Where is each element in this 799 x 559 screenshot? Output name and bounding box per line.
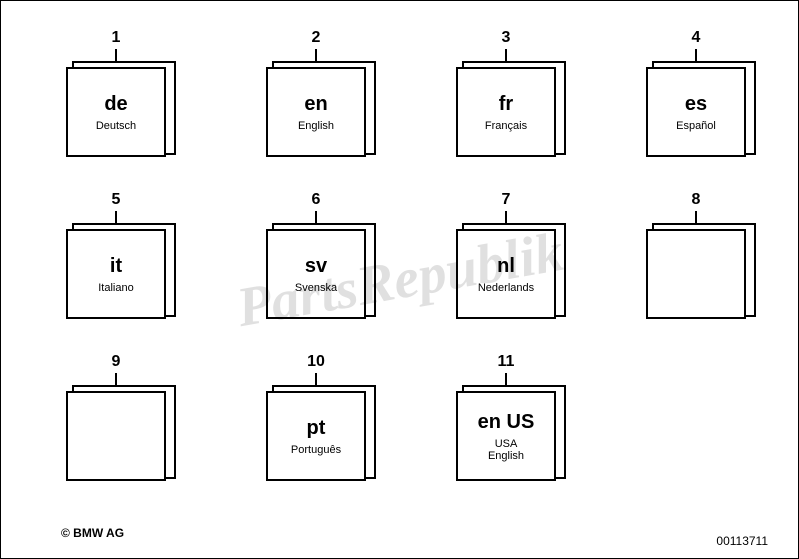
- book-front: sv Svenska: [266, 229, 366, 319]
- book-front: [66, 391, 166, 481]
- card-number: 8: [636, 191, 756, 209]
- language-card-7: 7 nl Nederlands: [446, 191, 566, 319]
- book-front: [646, 229, 746, 319]
- book-icon: es Español: [646, 67, 746, 157]
- book-front: es Español: [646, 67, 746, 157]
- language-name: Svenska: [295, 282, 337, 294]
- language-card-2: 2 en English: [256, 29, 376, 157]
- language-name: English: [298, 120, 334, 132]
- language-card-9: 9: [56, 353, 176, 481]
- language-code: de: [104, 93, 127, 116]
- book-icon: de Deutsch: [66, 67, 166, 157]
- language-name-2: English: [488, 450, 524, 462]
- book-icon: fr Français: [456, 67, 556, 157]
- card-number: 6: [256, 191, 376, 209]
- book-icon: it Italiano: [66, 229, 166, 319]
- book-icon: en English: [266, 67, 366, 157]
- card-number: 3: [446, 29, 566, 47]
- language-name: Español: [676, 120, 716, 132]
- card-number: 7: [446, 191, 566, 209]
- language-card-3: 3 fr Français: [446, 29, 566, 157]
- language-card-5: 5 it Italiano: [56, 191, 176, 319]
- document-number: 00113711: [716, 534, 768, 548]
- language-code: en: [304, 93, 327, 116]
- language-name: Deutsch: [96, 120, 136, 132]
- book-icon: en US USAEnglish: [456, 391, 556, 481]
- card-number: 11: [446, 353, 566, 371]
- language-name: Français: [485, 120, 527, 132]
- language-card-11: 11 en US USAEnglish: [446, 353, 566, 481]
- book-front: en English: [266, 67, 366, 157]
- book-icon: nl Nederlands: [456, 229, 556, 319]
- copyright-text: © BMW AG: [61, 526, 124, 540]
- card-number: 2: [256, 29, 376, 47]
- language-card-4: 4 es Español: [636, 29, 756, 157]
- card-number: 1: [56, 29, 176, 47]
- book-front: de Deutsch: [66, 67, 166, 157]
- book-icon: [646, 229, 746, 319]
- card-number: 4: [636, 29, 756, 47]
- language-name: USA: [495, 438, 518, 450]
- language-name: Nederlands: [478, 282, 534, 294]
- book-front: fr Français: [456, 67, 556, 157]
- book-front: pt Português: [266, 391, 366, 481]
- book-front: nl Nederlands: [456, 229, 556, 319]
- language-card-6: 6 sv Svenska: [256, 191, 376, 319]
- language-code: en US: [478, 411, 535, 434]
- diagram-grid: 1 de Deutsch 2 en English 3 fr Français 4 es Españo…: [1, 1, 798, 558]
- book-icon: pt Português: [266, 391, 366, 481]
- language-code: nl: [497, 255, 515, 278]
- language-code: es: [685, 93, 707, 116]
- card-number: 9: [56, 353, 176, 371]
- language-code: it: [110, 255, 122, 278]
- language-name: Italiano: [98, 282, 133, 294]
- book-front: it Italiano: [66, 229, 166, 319]
- book-front: en US USAEnglish: [456, 391, 556, 481]
- card-number: 10: [256, 353, 376, 371]
- book-icon: sv Svenska: [266, 229, 366, 319]
- language-code: fr: [499, 93, 513, 116]
- language-card-1: 1 de Deutsch: [56, 29, 176, 157]
- card-number: 5: [56, 191, 176, 209]
- language-card-8: 8: [636, 191, 756, 319]
- language-code: pt: [307, 417, 326, 440]
- book-icon: [66, 391, 166, 481]
- language-name: Português: [291, 444, 341, 456]
- language-card-10: 10 pt Português: [256, 353, 376, 481]
- language-code: sv: [305, 255, 327, 278]
